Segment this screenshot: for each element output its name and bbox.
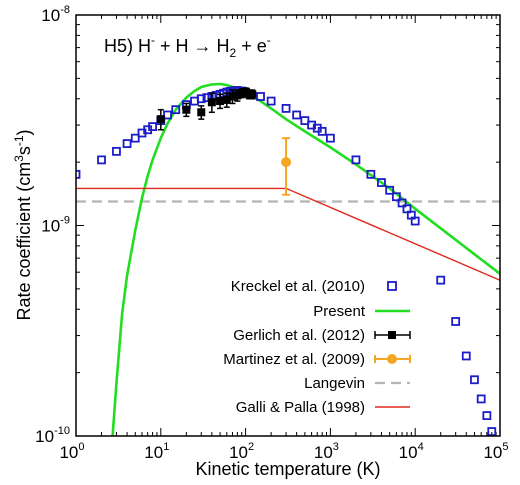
gerlich-point [156,115,165,124]
plot-frame [75,14,501,437]
kreckel-point [163,110,172,120]
legend-label: Galli & Palla (1998) [236,399,365,416]
kreckel-point [461,351,471,361]
kreckel-point [325,133,335,143]
series-layer [76,82,500,436]
kreckel-point [436,275,446,285]
legend: Kreckel et al. (2010) Present Gerlich et a… [223,278,411,416]
tick-labels: 100 101 102 103 104 105 10-10 10-9 10-8 [35,4,508,462]
y-tick-label: 10-10 [35,425,70,446]
martinez-point [281,157,292,168]
legend-symbol-kreckel [387,281,397,291]
series-line-present [111,82,500,436]
y-axis-label: Rate coefficient (cm3s-1) [12,129,34,320]
x-tick-label: 101 [144,441,169,462]
kreckel-point [196,94,206,104]
x-tick-label: 104 [399,441,424,462]
gerlich-point [197,108,206,117]
legend-label: Martinez et al. (2009) [223,351,365,368]
kreckel-point [122,139,132,148]
kreckel-point [351,155,361,165]
gerlich-point [233,91,242,100]
kreckel-point [377,178,386,187]
x-tick-label: 102 [229,441,254,462]
kreckel-point [148,122,157,132]
legend-label: Kreckel et al. (2010) [231,278,365,295]
x-tick-label: 103 [314,441,339,462]
gerlich-point [182,105,191,114]
kreckel-point [130,133,140,143]
gerlich-point [222,95,231,104]
kreckel-point [451,317,461,326]
kreckel-point [366,169,376,179]
kreckel-point [391,192,401,202]
legend-label: Langevin [304,375,365,392]
gerlich-point [216,97,225,106]
kreckel-point [487,427,497,436]
kreckel-point [476,394,486,404]
legend-symbol-gerlich [388,331,396,339]
kreckel-point [76,169,81,179]
kreckel-point [292,110,302,120]
kreckel-point [482,411,492,421]
x-tick-label: 105 [483,441,508,462]
kreckel-point [112,146,121,156]
kreckel-point [317,126,327,136]
kreckel-point [266,96,276,106]
gerlich-point [228,92,237,101]
kreckel-point [202,93,212,103]
legend-label: Present [313,303,366,320]
kreckel-point [97,155,106,165]
x-axis-label: Kinetic temperature (K) [195,459,380,479]
kreckel-point [171,105,181,115]
x-tick-label: 100 [59,441,84,462]
legend-symbol-martinez [387,354,397,364]
y-tick-label: 10-9 [41,215,70,236]
kreckel-point [256,92,265,101]
y-tick-label: 10-8 [41,4,70,25]
kreckel-point [397,198,407,208]
legend-label: Gerlich et al. (2012) [233,327,365,344]
kreckel-point [300,116,310,126]
gerlich-point [248,90,257,99]
kreckel-point [281,103,291,113]
reaction-annotation: H5) H- + H → H2 + e- [104,33,271,60]
kreckel-point [470,375,479,385]
gerlich-point [207,98,216,107]
kreckel-point [410,216,420,226]
kreckel-point [385,185,395,195]
